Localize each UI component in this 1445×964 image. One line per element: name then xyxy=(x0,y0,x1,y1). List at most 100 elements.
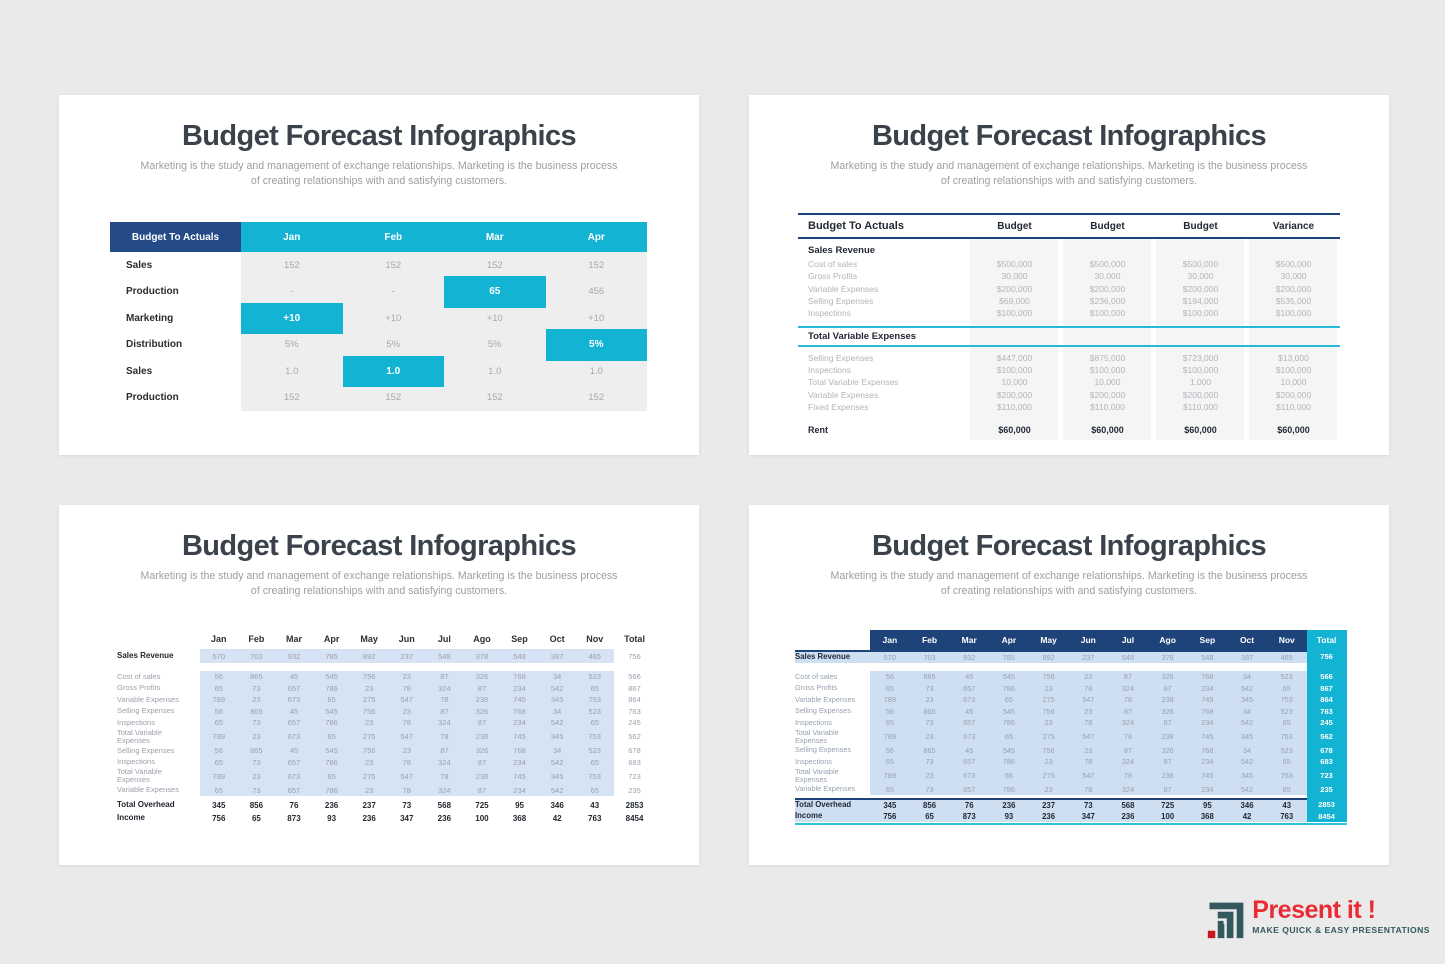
table-cell: 234 xyxy=(1187,783,1228,796)
table-row: Total Variable Expenses 789 23 673 65 275 547 7… xyxy=(117,727,657,745)
table-row: Cost of sales 56 865 45 545 756 23 87 326 768 34 52… xyxy=(117,671,657,683)
table-cell: 65 xyxy=(870,717,910,729)
total-cell: 683 xyxy=(1320,757,1333,767)
table-row: Total Variable Expenses 789 23 673 65 275 547 7… xyxy=(117,767,657,785)
table-cell: 753 xyxy=(1266,767,1307,784)
table-cell: $60,000 xyxy=(1091,424,1124,435)
table-row: Income 756 65 873 93 236 347 236 100 368 42 763 8454 xyxy=(795,810,1347,823)
row-label: Variable Expenses xyxy=(117,694,179,704)
row-label: Total Overhead xyxy=(795,798,870,811)
row-label: Total Variable Expenses xyxy=(117,767,162,785)
table-cell: 78 xyxy=(1108,728,1148,745)
table-cell: 234 xyxy=(500,717,539,729)
total-cell: 763 xyxy=(1320,706,1333,716)
row-label: Inspections xyxy=(117,717,155,727)
table-row: Cost of sales $500,000 $500,000 $500,000 $50… xyxy=(798,258,1340,270)
table-cell: +10 xyxy=(241,302,343,334)
table-cell: 1.0 xyxy=(444,358,546,385)
row-label: Production xyxy=(110,384,241,411)
table-cell: 234 xyxy=(1187,682,1228,694)
table-cell: 23 xyxy=(1028,717,1069,729)
row-label: Production xyxy=(110,278,241,305)
table-cell: 152 xyxy=(444,252,546,279)
row-label: Total Variable Expenses xyxy=(808,377,899,388)
section-header: Total Variable Expenses xyxy=(808,331,917,343)
table-cell: 237 xyxy=(387,649,426,663)
table-cell: $200,000 xyxy=(1182,283,1219,294)
slide-title: Budget Forecast Infographics xyxy=(871,120,1267,152)
table-row: Rent $60,000 $60,000 $60,000 $60,000 xyxy=(798,420,1340,440)
table-cell: 65 xyxy=(575,756,614,768)
table-cell: 345 xyxy=(1227,728,1267,745)
column-header: Sep xyxy=(511,633,528,644)
table-cell: 768 xyxy=(1187,671,1228,683)
table-cell: $60,000 xyxy=(1277,424,1310,435)
table-cell: 238 xyxy=(1147,728,1188,745)
table-cell: 78 xyxy=(387,717,426,729)
table-cell: 73 xyxy=(1068,798,1109,811)
table-cell: 78 xyxy=(425,768,464,785)
row-label: Sales xyxy=(110,252,241,279)
table-cell: 324 xyxy=(1108,682,1148,694)
table-cell: 234 xyxy=(1187,756,1228,768)
table-row: Fixed Expenses $110,000 $110,000 $110,000 $1… xyxy=(798,401,1340,413)
total-header: Total xyxy=(624,633,645,644)
table-cell: $500,000 xyxy=(1182,259,1219,270)
table-cell: 236 xyxy=(324,801,339,810)
table-cell: 234 xyxy=(500,682,539,694)
table-cell: 234 xyxy=(500,784,539,796)
table-cell: 23 xyxy=(350,682,388,694)
table-cell: 657 xyxy=(275,682,313,694)
table-cell: $200,000 xyxy=(1275,283,1312,294)
table-cell: 548 xyxy=(1108,650,1148,663)
total-cell: 245 xyxy=(1320,718,1333,728)
table-cell: 657 xyxy=(275,717,313,729)
table-cell: 786 xyxy=(312,682,351,694)
table-cell: 87 xyxy=(1108,744,1148,757)
table-cell: 324 xyxy=(425,682,464,694)
table-cell: 865 xyxy=(237,745,276,757)
row-label: Cost of sales xyxy=(117,671,161,681)
table-cell: 73 xyxy=(909,756,950,768)
table-row: Sales Revenue 570 703 932 785 892 237 548 378 548… xyxy=(795,650,1347,663)
table-cell: 45 xyxy=(949,671,990,683)
table-cell: 87 xyxy=(425,705,464,717)
table-row: Variable Expenses 65 73 657 786 23 78 324 87 234 5… xyxy=(795,783,1347,796)
table-cell: 87 xyxy=(1147,756,1188,768)
table-cell: 465 xyxy=(575,649,614,663)
table-cell: 657 xyxy=(949,682,990,694)
row-label: Total Variable Expenses xyxy=(117,727,162,745)
table-cell: 65 xyxy=(1266,783,1307,796)
table-cell: 152 xyxy=(241,252,343,279)
row-label: Gross Profits xyxy=(795,683,838,693)
table-cell: 87 xyxy=(463,784,501,796)
table-cell: $500,000 xyxy=(996,259,1033,270)
table-cell: 368 xyxy=(1187,810,1228,823)
table-row: Production - -65 456 xyxy=(110,276,647,308)
monthly-table-dark: Jan Feb Mar Apr May Jun Jul Ago Sep Oct Nov Total Sa… xyxy=(795,630,1347,826)
column-header: Ago xyxy=(1147,630,1188,650)
table-cell: 345 xyxy=(538,694,576,706)
table-cell: $875,000 xyxy=(1089,352,1126,363)
table-cell: 324 xyxy=(1108,717,1148,729)
table-cell: $100,000 xyxy=(1182,364,1219,375)
table-cell: $200,000 xyxy=(996,389,1033,400)
column-band xyxy=(970,239,1058,440)
table-cell: 78 xyxy=(1068,783,1109,796)
table-cell: 56 xyxy=(870,705,910,717)
table-cell: 73 xyxy=(909,682,950,694)
column-header: Budget xyxy=(1090,220,1125,232)
table-row: Selling Expenses 56 865 45 545 756 23 87 326 768 3… xyxy=(795,705,1347,717)
logo-title: Present it ! xyxy=(1252,896,1376,924)
table-cell: 236 xyxy=(362,814,376,823)
table-cell: 756 xyxy=(350,671,388,683)
table-cell: 865 xyxy=(909,705,950,717)
table-cell: 789 xyxy=(200,768,238,785)
column-header: Jul xyxy=(1108,630,1148,650)
table-cell: 65 xyxy=(1266,717,1307,729)
table-cell: 789 xyxy=(200,694,238,706)
table-cell: $200,000 xyxy=(1089,389,1126,400)
table-cell: 932 xyxy=(275,649,313,663)
table-row: Inspections 65 73 657 786 23 78 324 87 234 542 65 68… xyxy=(795,756,1347,768)
slide-subtitle: Marketing is the study and management of… xyxy=(140,160,618,187)
